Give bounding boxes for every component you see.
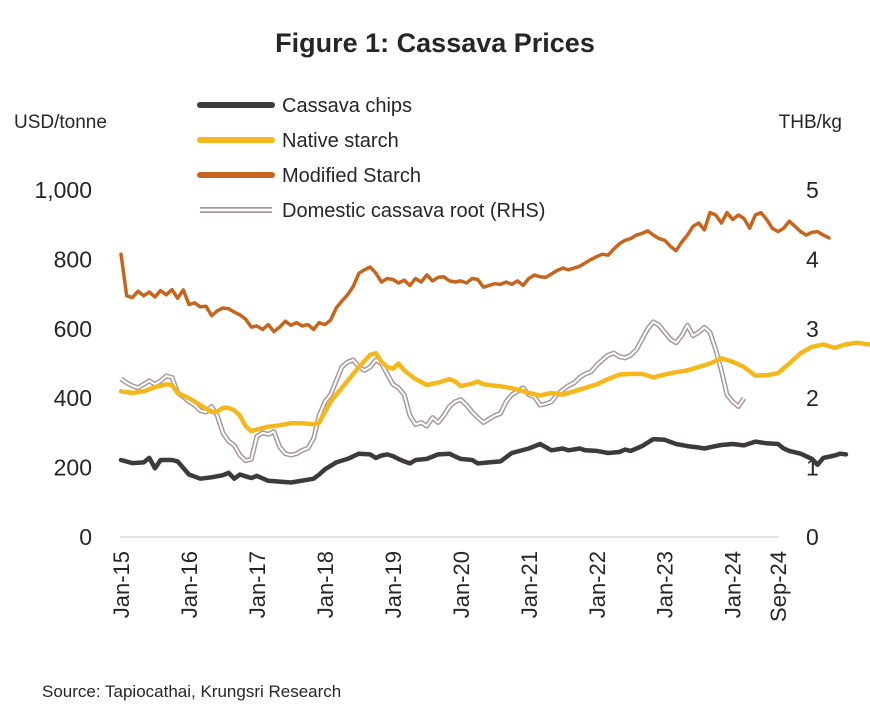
- series-line-cassava-chips: [118, 436, 849, 485]
- series-line-domestic-cassava-root-rhs: [120, 320, 745, 462]
- y-left-tick-label: 0: [79, 524, 92, 550]
- x-tick-label: Sep-24: [766, 551, 791, 622]
- x-tick-label: Jan-22: [585, 551, 610, 618]
- y-left-tick-labels: 0 200 400 600 800 1,000: [34, 177, 92, 550]
- y-right-tick-label: 2: [806, 385, 819, 411]
- x-tick-label: Jan-18: [313, 551, 338, 618]
- legend-label-native-starch: Native starch: [282, 130, 399, 152]
- y-left-tick-label: 800: [54, 246, 92, 272]
- x-tick-label: Jan-15: [109, 551, 134, 618]
- y-right-tick-label: 5: [806, 177, 819, 203]
- y-right-tick-label: 0: [806, 524, 819, 550]
- legend-label-domestic-cassava-root-rhs: Domestic cassava root (RHS): [282, 200, 545, 222]
- series-line-modified-starch: [119, 210, 831, 334]
- legend-label-modified-starch: Modified Starch: [282, 165, 421, 187]
- x-tick-label: Jan-23: [653, 551, 678, 618]
- x-tick-label: Jan-16: [177, 551, 202, 618]
- y-left-tick-label: 400: [54, 385, 92, 411]
- series-line-native-starch: [118, 340, 870, 434]
- x-tick-label: Jan-24: [721, 551, 746, 618]
- legend-label-cassava-chips: Cassava chips: [282, 95, 412, 117]
- legend: Cassava chips Native starch Modified Starc…: [197, 95, 545, 222]
- series-lines: [118, 210, 870, 485]
- x-tick-labels: Jan-15 Jan-16 Jan-17 Jan-18 Jan-19 Jan-20 Jan-…: [109, 551, 791, 622]
- y-left-tick-label: 600: [54, 316, 92, 342]
- x-tick-label: Jan-17: [245, 551, 270, 618]
- chart-title: Figure 1: Cassava Prices: [275, 28, 595, 58]
- y-left-axis-label: USD/tonne: [14, 112, 107, 133]
- x-tick-label: Jan-19: [381, 551, 406, 618]
- x-tick-label: Jan-21: [517, 551, 542, 618]
- x-tick-label: Jan-20: [449, 551, 474, 618]
- y-right-axis-label: THB/kg: [779, 112, 842, 133]
- source-note: Source: Tapiocathai, Krungsri Research: [42, 682, 341, 701]
- y-right-tick-label: 3: [806, 316, 819, 342]
- y-left-tick-label: 1,000: [34, 177, 92, 203]
- y-left-tick-label: 200: [54, 455, 92, 481]
- y-right-tick-label: 4: [806, 246, 819, 272]
